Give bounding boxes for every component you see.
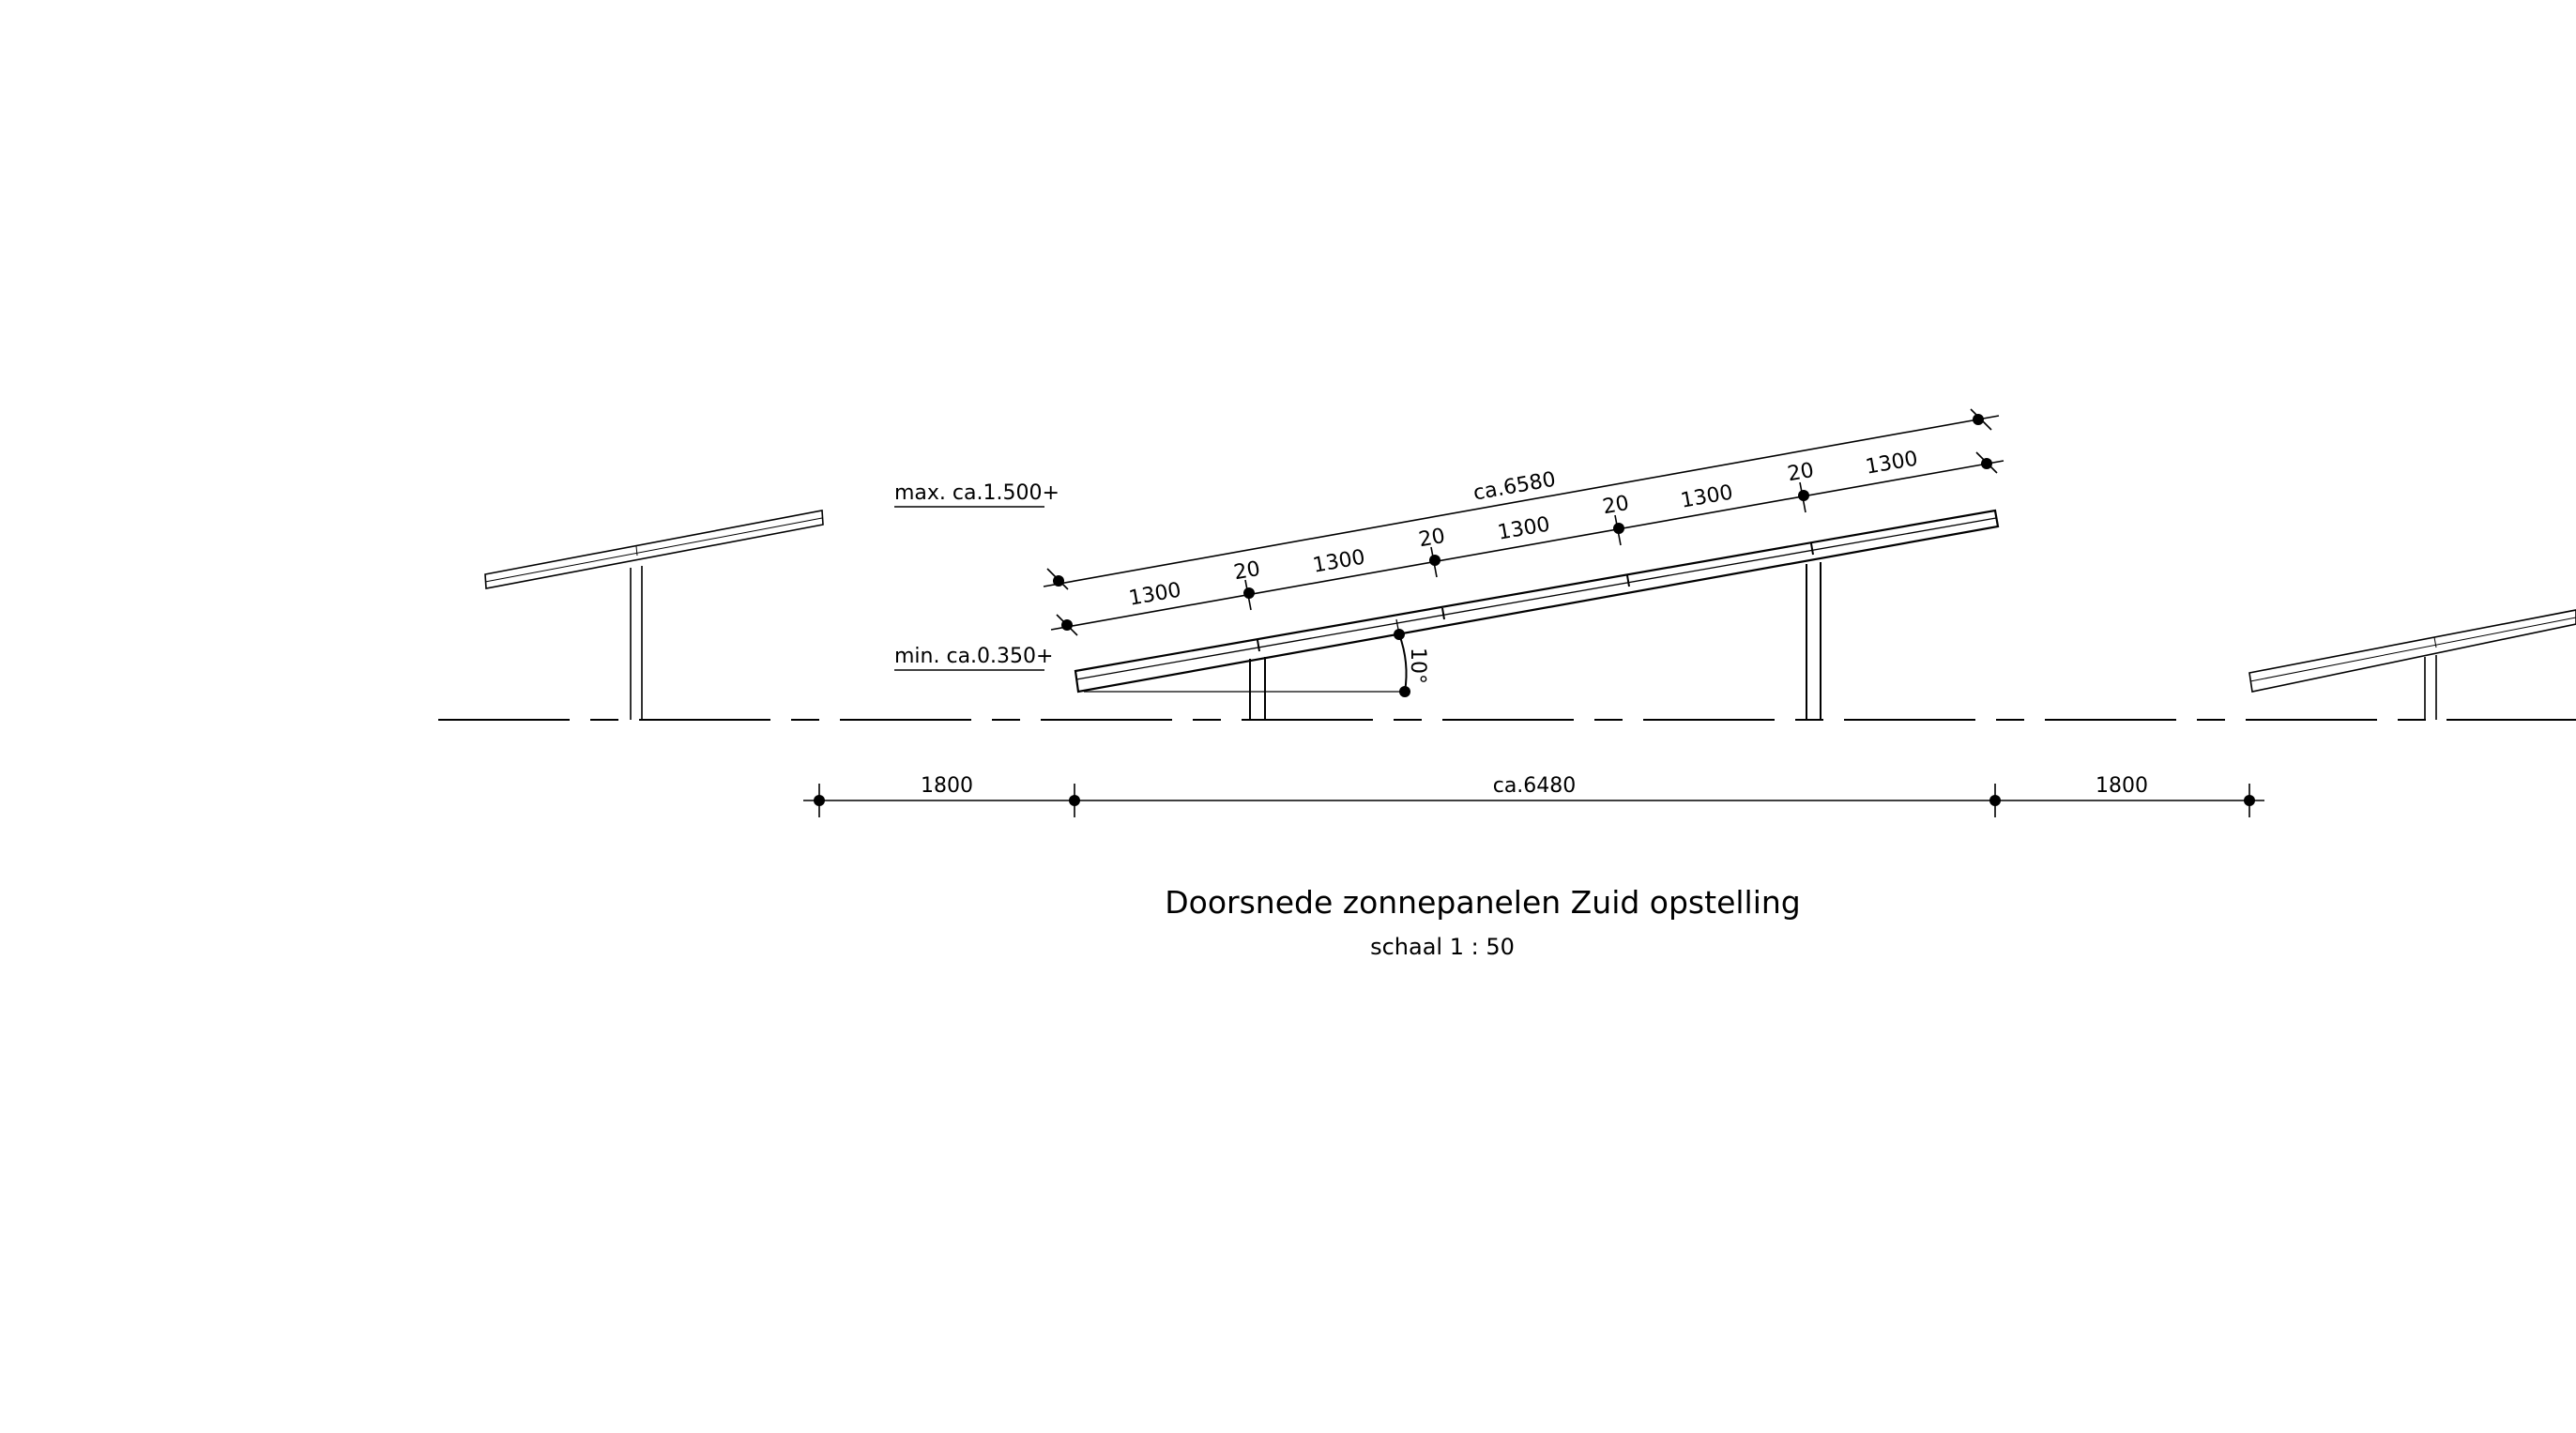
dimension-dot [2244, 795, 2255, 806]
right-panel-array [2248, 609, 2576, 720]
segment-label: 1300 [1496, 512, 1551, 544]
dimension-dot [1989, 795, 2001, 806]
dimension-panel-length: ca.6580 [1043, 408, 2000, 590]
max-height-label: max. ca.1.500+ [894, 481, 1059, 505]
segment-dot [1429, 555, 1440, 566]
dimension-horizontal: 1800 ca.6480 1800 [803, 774, 2264, 817]
segment-label: 1300 [1311, 545, 1366, 577]
segment-label: 1300 [1679, 480, 1734, 512]
segment-dot [1981, 458, 1992, 469]
row-depth-label: ca.6480 [1493, 774, 1577, 798]
drawing-title: Doorsnede zonnepanelen Zuid opstelling [1165, 884, 1800, 921]
angle-dot-bottom [1399, 686, 1410, 697]
main-panel-array [1074, 509, 2000, 720]
dimension-dot [1973, 414, 1984, 425]
segment-label: 1300 [1127, 578, 1182, 610]
angle-label: 10° [1406, 648, 1429, 684]
drawing-scale: schaal 1 : 50 [1370, 934, 1515, 960]
segment-dot [1613, 523, 1624, 534]
left-panel-array [484, 510, 824, 720]
row-spacing-left-label: 1800 [921, 774, 973, 798]
segment-label: 20 [1232, 557, 1262, 585]
segment-dot [1798, 490, 1809, 501]
panel-length-label: ca.6580 [1471, 468, 1558, 506]
row-spacing-right-label: 1800 [2096, 774, 2148, 798]
segment-label: 20 [1601, 492, 1631, 519]
segment-label: 1300 [1864, 447, 1919, 479]
segment-label: 20 [1417, 525, 1447, 552]
dimension-dot [1053, 575, 1064, 587]
dimension-dot [1069, 795, 1080, 806]
min-height-label: min. ca.0.350+ [894, 645, 1053, 668]
dimension-dot [814, 795, 825, 806]
angle-dot-top [1394, 629, 1405, 640]
segment-dot [1243, 587, 1255, 599]
segment-dot [1061, 619, 1073, 631]
segment-label: 20 [1786, 459, 1816, 486]
height-labels: max. ca.1.500+ min. ca.0.350+ [894, 481, 1059, 671]
